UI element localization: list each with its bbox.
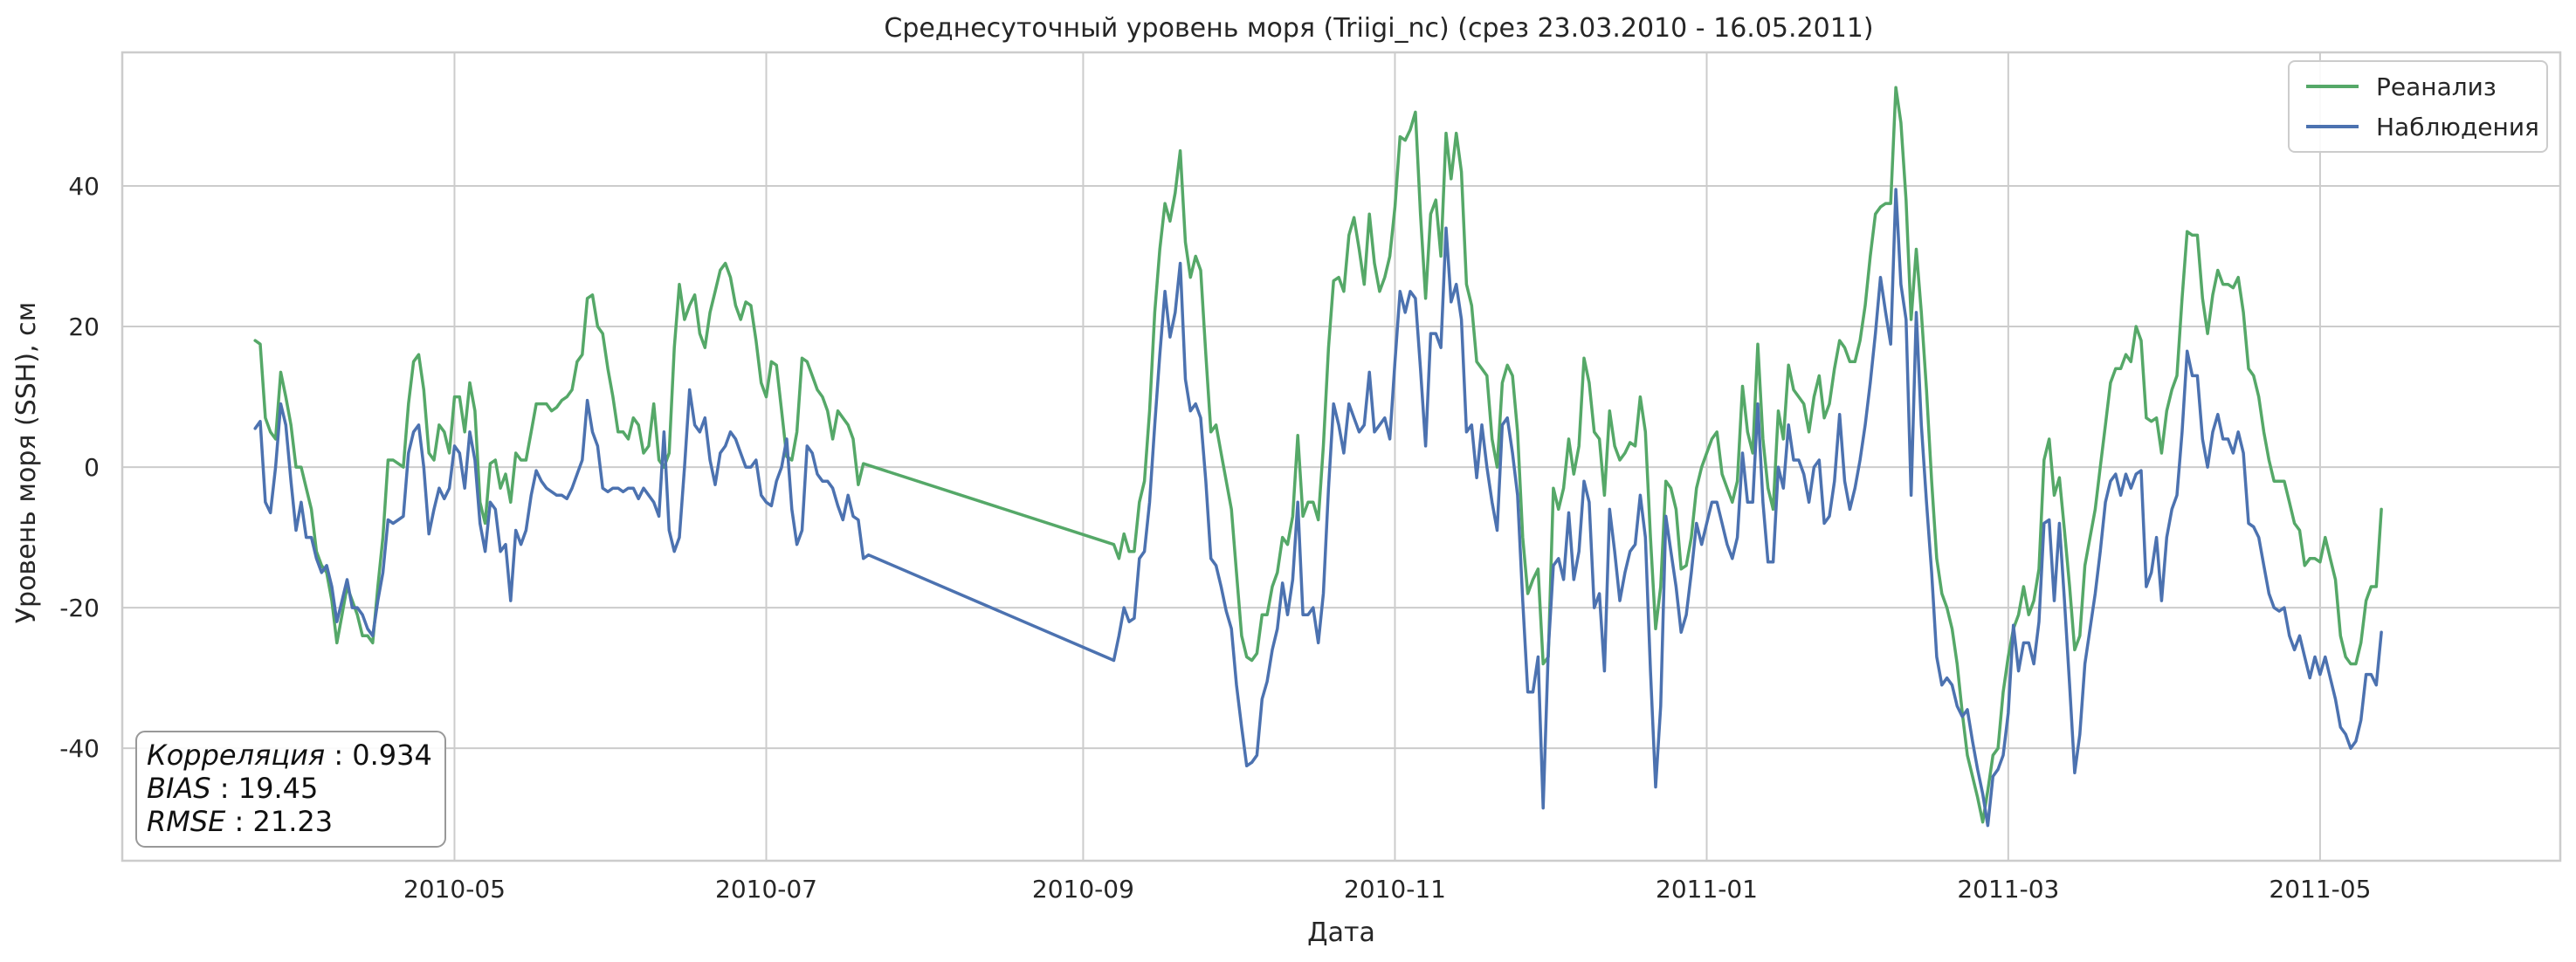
x-tick-label: 2010-07: [715, 875, 817, 904]
y-tick-label: 40: [68, 172, 100, 201]
legend: Реанализ Наблюдения: [2288, 60, 2548, 153]
x-axis-ticks: 2010-05 2010-07 2010-09 2010-11 2011-01 2011-…: [403, 875, 2371, 904]
stat-bias: BIAS : 19.45: [147, 772, 318, 805]
stat-rmse-label: RMSE: [147, 805, 226, 838]
y-tick-label: -40: [59, 734, 100, 763]
series-line-reanalysis: [253, 86, 2383, 824]
x-tick-label: 2010-05: [403, 875, 506, 904]
x-tick-label: 2011-05: [2269, 875, 2371, 904]
stat-bias-separator: :: [211, 772, 238, 805]
y-tick-label: -20: [59, 594, 100, 622]
legend-label-reanalysis: Реанализ: [2376, 72, 2497, 101]
stat-rmse: RMSE : 21.23: [147, 805, 333, 838]
x-axis-label: Дата: [1307, 917, 1375, 948]
series-lines: [253, 86, 2383, 828]
series-line-observations: [253, 188, 2383, 828]
stats-box: Корреляция : 0.934 BIAS : 19.45 RMSE : 2…: [135, 731, 446, 848]
stat-correlation: Корреляция : 0.934: [147, 739, 432, 772]
x-tick-label: 2011-03: [1957, 875, 2059, 904]
x-tick-label: 2011-01: [1656, 875, 1758, 904]
stats-box-frame: [135, 731, 446, 848]
stat-rmse-separator: :: [225, 805, 252, 838]
x-tick-label: 2010-09: [1032, 875, 1134, 904]
y-axis-ticks: -40 -20 0 20 40: [59, 172, 100, 763]
plot-area-frame: [121, 51, 2562, 862]
legend-box: [2288, 60, 2548, 153]
y-tick-label: 0: [84, 453, 100, 482]
stat-correlation-label: Корреляция: [147, 739, 325, 772]
stat-correlation-separator: :: [325, 739, 352, 772]
stat-bias-label: BIAS: [147, 772, 211, 805]
y-tick-label: 20: [68, 313, 100, 341]
stat-rmse-value: 21.23: [253, 805, 334, 838]
y-axis-label: Уровень моря (SSH), см: [11, 302, 42, 624]
legend-label-observations: Наблюдения: [2376, 113, 2539, 141]
grid: [122, 52, 2560, 861]
chart-title: Среднесуточный уровень моря (Triigi_nc) …: [884, 13, 1873, 44]
x-tick-label: 2010-11: [1344, 875, 1446, 904]
stat-bias-value: 19.45: [238, 772, 319, 805]
stat-correlation-value: 0.934: [352, 739, 432, 772]
